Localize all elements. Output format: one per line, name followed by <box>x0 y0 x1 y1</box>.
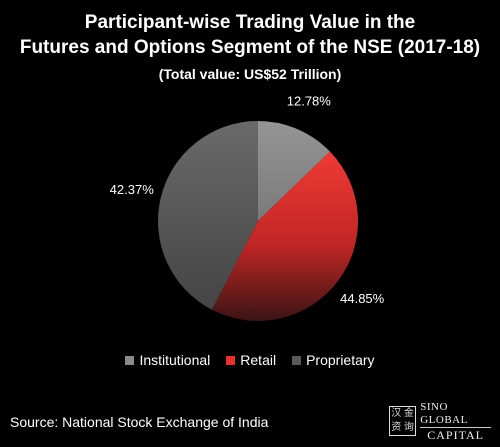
legend-swatch-institutional <box>125 355 135 365</box>
chart-title-line-1: Participant-wise Trading Value in the <box>84 12 416 33</box>
source-note: Source: National Stock Exchange of India <box>10 414 269 430</box>
data-label-retail: 44.85% <box>340 291 385 306</box>
legend-item-retail: Retail <box>226 352 276 368</box>
legend-label-proprietary: Proprietary <box>306 352 375 368</box>
legend-item-proprietary: Proprietary <box>292 352 375 368</box>
pie-slice-proprietary <box>157 121 258 310</box>
logo-text: SINO GLOBAL CAPITAL <box>420 401 491 442</box>
data-label-institutional: 12.78% <box>287 93 332 108</box>
legend-swatch-proprietary <box>292 355 302 365</box>
logo-seal-icon: 汉 金 资 询 <box>389 406 417 436</box>
brand-logo: 汉 金 资 询 SINO GLOBAL CAPITAL <box>389 401 491 441</box>
chart-title-line-2: Futures and Options Segment of the NSE (… <box>19 37 481 58</box>
pie-slice-institutional <box>258 121 330 221</box>
legend-label-institutional: Institutional <box>139 352 211 368</box>
chart-legend: Institutional Retail Proprietary <box>0 352 500 368</box>
chart-title: Participant-wise Trading Value in the Fu… <box>0 10 500 60</box>
pie-slice-retail <box>211 151 358 322</box>
chart-subtitle: (Total value: US$52 Trillion) <box>158 66 342 82</box>
legend-label-retail: Retail <box>240 352 277 368</box>
legend-item-institutional: Institutional <box>125 352 210 368</box>
data-label-proprietary: 42.37% <box>110 182 155 197</box>
legend-swatch-retail <box>226 355 236 365</box>
